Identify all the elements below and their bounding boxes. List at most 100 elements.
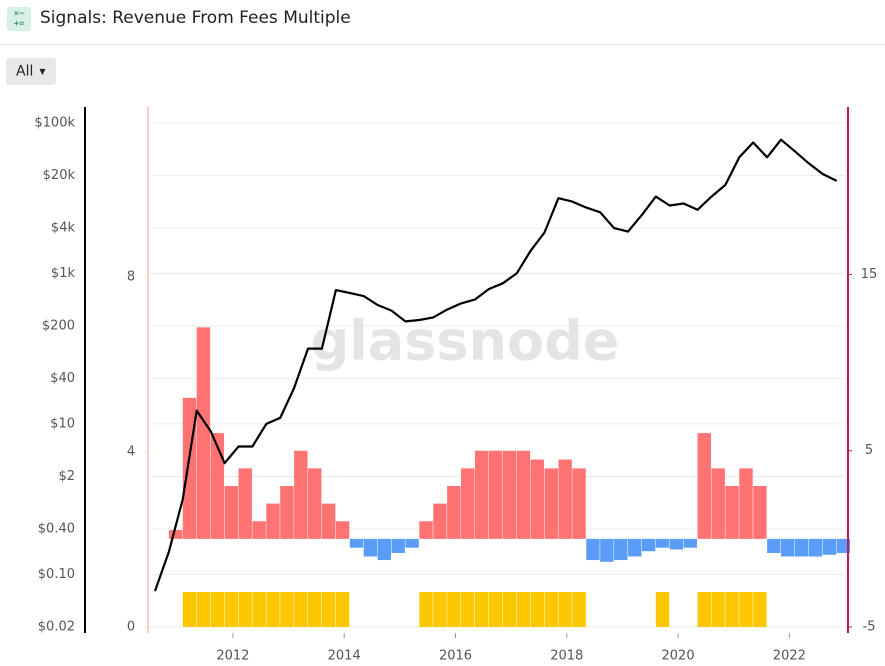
bar — [335, 592, 350, 628]
bar — [196, 592, 211, 628]
bar — [349, 538, 364, 548]
x-tick-label: 2018 — [550, 649, 583, 664]
bar — [725, 485, 739, 539]
bar — [447, 485, 461, 539]
bar — [822, 538, 837, 555]
price-line — [153, 138, 838, 592]
bar — [308, 592, 322, 628]
bar — [391, 538, 405, 553]
bar — [614, 538, 628, 561]
bar — [586, 538, 600, 561]
bar — [725, 592, 739, 628]
bar — [739, 592, 753, 628]
x-tick-label: 2016 — [439, 649, 472, 664]
bar — [558, 459, 572, 539]
bar — [558, 592, 572, 628]
bar — [488, 592, 503, 628]
bar — [572, 592, 586, 628]
bar — [252, 592, 266, 628]
bar — [655, 592, 670, 628]
signal-icon: ×− += — [7, 7, 31, 31]
bar — [474, 450, 489, 539]
bar — [433, 592, 447, 628]
bar — [433, 503, 447, 539]
bar — [530, 592, 545, 628]
bar — [238, 592, 252, 628]
x-tick-label: 2022 — [773, 649, 806, 664]
x-tick-label: 2014 — [328, 649, 361, 664]
y-tick-label: $1k — [51, 266, 76, 281]
bar — [252, 521, 266, 539]
y-tick-label: $0.40 — [38, 522, 75, 537]
bar — [447, 592, 461, 628]
y3-tick-label: 0 — [127, 620, 135, 635]
y2-tick-label: 5 — [865, 443, 873, 458]
y3-tick-label: 8 — [127, 270, 135, 285]
y-tick-label: $0.02 — [38, 619, 75, 634]
x-tick-label: 2012 — [216, 649, 249, 664]
bar — [168, 530, 183, 539]
bar — [196, 327, 211, 539]
y-tick-label: $2 — [58, 469, 75, 484]
bar — [321, 592, 336, 628]
bar — [294, 450, 308, 539]
bar — [461, 468, 475, 539]
bar — [266, 592, 280, 628]
y3-tick-label: 4 — [127, 445, 135, 460]
y-tick-label: $100k — [34, 115, 75, 130]
bar — [544, 468, 558, 539]
bar — [572, 468, 586, 539]
bar — [753, 485, 767, 539]
header: ×− += Signals: Revenue From Fees Multiple — [0, 0, 885, 45]
bar — [182, 397, 197, 539]
bar — [294, 592, 308, 628]
bar — [600, 538, 614, 562]
bar — [516, 592, 531, 628]
bar — [739, 468, 753, 539]
bar — [502, 450, 517, 539]
bar — [794, 538, 809, 557]
bar — [182, 592, 197, 628]
bar — [502, 592, 517, 628]
bar — [655, 538, 670, 548]
range-button[interactable]: All ▼ — [6, 58, 56, 85]
bar — [308, 468, 322, 539]
bar — [321, 503, 336, 539]
y2-tick-label: -5 — [863, 620, 876, 635]
bar — [516, 450, 531, 539]
watermark: glassnode — [311, 310, 620, 373]
bar — [808, 538, 823, 557]
bar — [363, 538, 378, 557]
range-button-label[interactable]: All — [16, 63, 34, 80]
bar — [697, 592, 711, 628]
bar — [544, 592, 558, 628]
bar — [488, 450, 503, 539]
bar — [530, 459, 545, 539]
bar — [280, 592, 294, 628]
y-tick-label: $40 — [50, 371, 75, 386]
bar — [627, 538, 642, 557]
y-tick-label: $10 — [50, 416, 75, 431]
bar — [683, 538, 698, 548]
bar — [697, 433, 711, 539]
bar — [641, 538, 656, 552]
bar — [767, 538, 781, 553]
y-tick-label: $20k — [43, 168, 76, 183]
bar — [238, 468, 252, 539]
bar — [781, 538, 795, 557]
bar — [474, 592, 489, 628]
bar — [711, 592, 725, 628]
bar — [419, 592, 433, 628]
bar — [419, 521, 433, 539]
bar — [266, 503, 280, 539]
bar — [669, 538, 684, 550]
y-tick-label: $200 — [42, 319, 75, 334]
y-tick-label: $0.10 — [38, 567, 75, 582]
page-title: Signals: Revenue From Fees Multiple — [40, 8, 351, 28]
bar — [224, 485, 238, 539]
bar — [461, 592, 475, 628]
bar — [224, 592, 238, 628]
bar — [335, 521, 350, 539]
